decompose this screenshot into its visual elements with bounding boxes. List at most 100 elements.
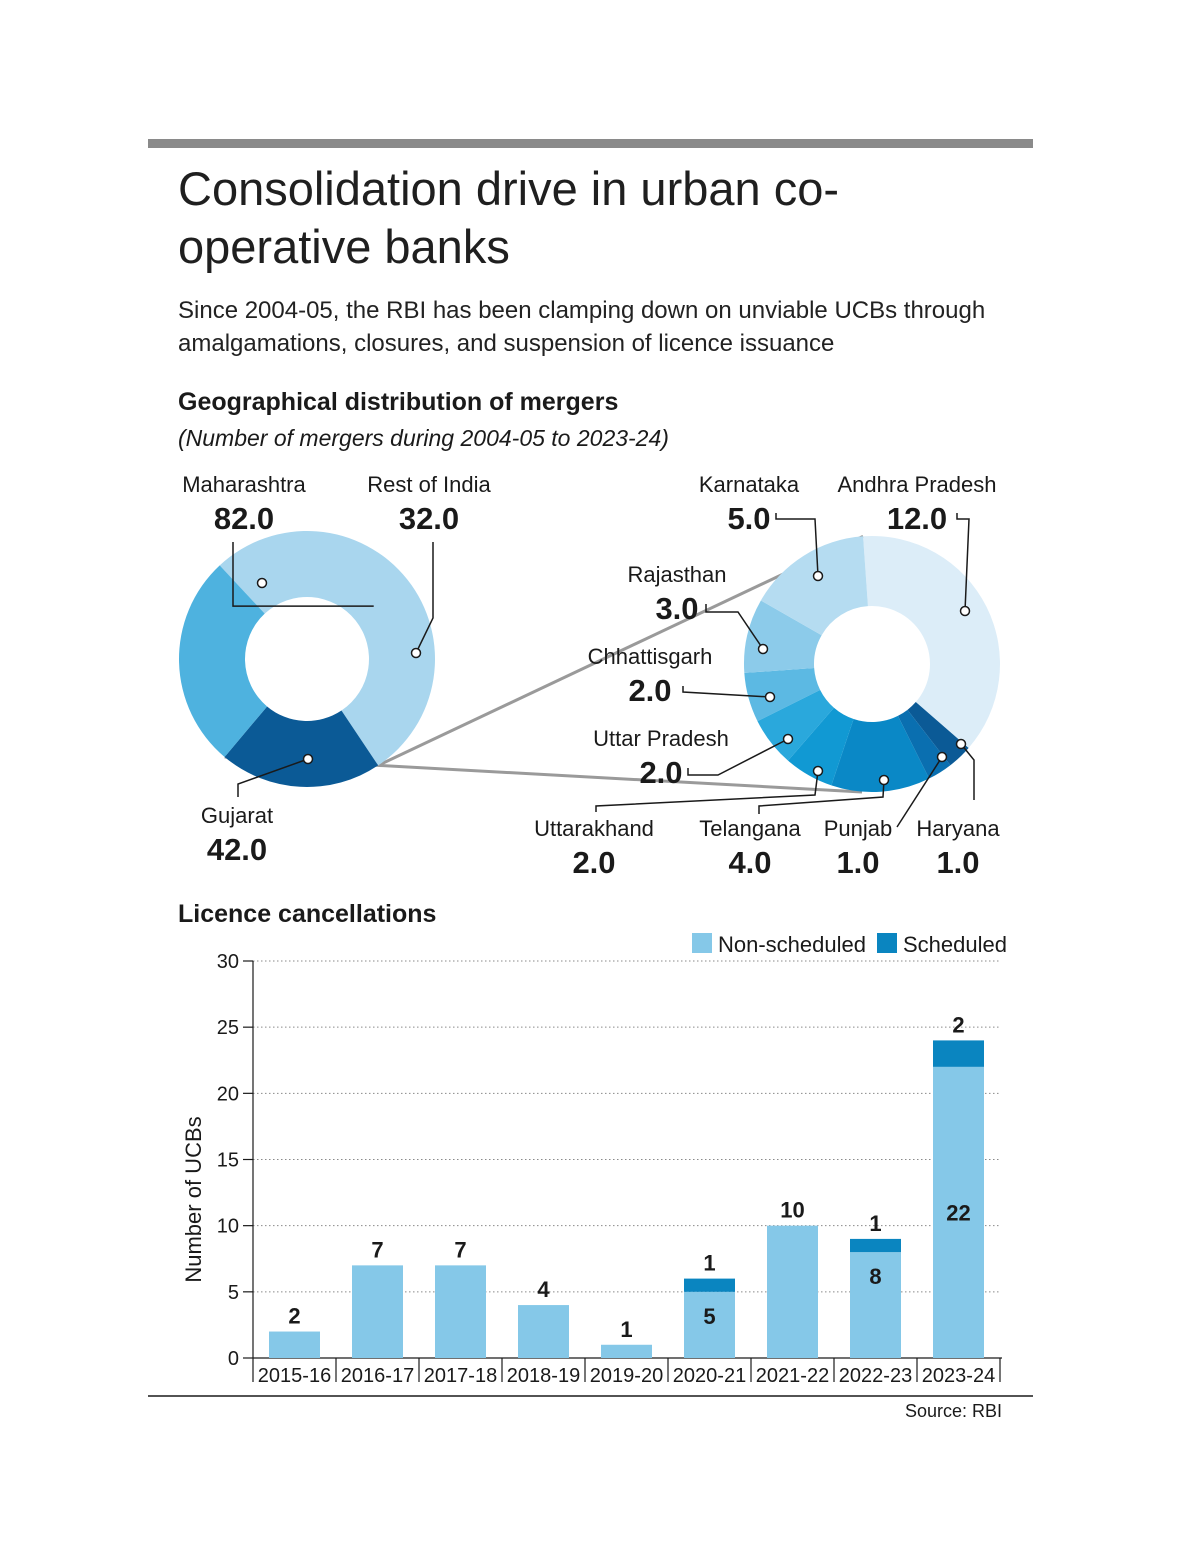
slice-name-karnataka: Karnataka [699,472,800,497]
slice-name-punjab: Punjab [824,816,893,841]
slice-name-uttarakhand: Uttarakhand [534,816,654,841]
slice-value-karnataka: 5.0 [727,501,770,536]
data-label-non-scheduled-2019-20: 1 [620,1317,632,1342]
bar-scheduled-2022-23 [850,1238,901,1253]
slice-name-andhra-pradesh: Andhra Pradesh [838,472,997,497]
pie-slice-rajasthan [744,600,822,673]
y-tick-label: 25 [217,1017,239,1039]
slice-value-telangana: 4.0 [728,845,771,880]
data-label-non-scheduled-2020-21: 5 [703,1304,715,1329]
legend-label-non-scheduled: Non-scheduled [718,932,866,957]
leader-line-uttar-pradesh [687,738,789,776]
x-tick-label: 2023-24 [922,1365,995,1387]
x-tick-label: 2021-22 [756,1365,829,1387]
bar-non-scheduled-2021-22 [767,1225,818,1358]
data-label-non-scheduled-2015-16: 2 [288,1304,300,1329]
licence-chart-title: Licence cancellations [178,900,437,928]
page-subtitle: Since 2004-05, the RBI has been clamping… [178,297,986,357]
data-label-non-scheduled-2022-23: 8 [869,1264,881,1289]
bar-non-scheduled-2019-20 [601,1344,652,1358]
leader-dot-rajasthan [757,643,769,655]
leader-line-gujarat [237,758,309,797]
pie-slice-uttar-pradesh [757,689,834,761]
source-note: Source: RBI [904,1401,1002,1421]
data-label-non-scheduled-2016-17: 7 [371,1237,383,1262]
pie-slice-punjab [897,709,951,779]
bar-non-scheduled-2022-23 [850,1252,901,1358]
pie-slice-telangana [831,715,930,792]
legend-swatch-scheduled [877,933,897,953]
slice-name-gujarat: Gujarat [201,803,273,828]
slice-value-haryana: 1.0 [936,845,979,880]
bar-scheduled-2020-21 [684,1278,735,1292]
bar-non-scheduled-2016-17 [352,1265,403,1358]
bar-non-scheduled-2017-18 [435,1265,486,1358]
data-label-scheduled-2020-21: 1 [703,1251,715,1276]
slice-name-haryana: Haryana [916,816,1000,841]
y-tick-label: 30 [217,951,239,973]
leader-dot-telangana [878,774,890,786]
leader-dot-uttarakhand [812,765,824,777]
x-tick-label: 2016-17 [341,1365,414,1387]
y-axis-title: Number of UCBs [181,1116,206,1282]
page-title: Consolidation drive in urban co-operativ… [178,162,839,273]
leader-dot-uttar-pradesh [782,733,794,745]
y-tick-label: 20 [217,1083,239,1105]
pie-slice-karnataka [760,536,868,636]
slice-value-rajasthan: 3.0 [655,591,698,626]
leader-line-uttarakhand [595,770,819,812]
y-tick-label: 15 [217,1150,239,1172]
top-rule [148,139,1033,148]
x-tick-label: 2020-21 [673,1365,746,1387]
pie-slice-gujarat [179,565,268,757]
leader-line-punjab [896,756,943,828]
leader-dot-andhra-pradesh [959,605,971,617]
bar-non-scheduled-2023-24 [933,1066,984,1358]
pie-slice-maharashtra [219,531,435,766]
slice-name-rajasthan: Rajasthan [627,562,726,587]
data-label-non-scheduled-2023-24: 22 [946,1200,970,1225]
leader-dot-maharashtra [256,577,268,589]
pie-slice-haryana [907,702,969,766]
data-label-scheduled-2023-24: 2 [952,1012,964,1037]
leader-line-maharashtra [232,542,374,607]
slice-value-maharashtra: 82.0 [214,501,274,536]
leader-dot-haryana [955,738,967,750]
slice-value-punjab: 1.0 [836,845,879,880]
slice-value-chhattisgarh: 2.0 [628,673,671,708]
data-label-non-scheduled-2018-19: 4 [537,1277,550,1302]
slice-value-uttar-pradesh: 2.0 [639,755,682,790]
leader-line-rajasthan [705,604,764,650]
pie-slice-chhattisgarh [744,668,821,722]
x-tick-label: 2017-18 [424,1365,497,1387]
leader-dot-punjab [936,751,948,763]
slice-value-andhra-pradesh: 12.0 [887,501,947,536]
slice-value-rest-of-india: 32.0 [399,501,459,536]
slice-value-gujarat: 42.0 [207,832,267,867]
leader-line-telangana [758,779,885,814]
y-tick-label: 0 [228,1348,239,1370]
bar-non-scheduled-2018-19 [518,1305,569,1358]
leader-line-chhattisgarh [682,686,771,698]
leader-line-haryana [960,743,975,800]
data-label-non-scheduled-2017-18: 7 [454,1237,466,1262]
legend-label-scheduled: Scheduled [903,932,1007,957]
slice-name-rest-of-india: Rest of India [367,472,491,497]
slice-name-maharashtra: Maharashtra [182,472,306,497]
mergers-chart-title: Geographical distribution of mergers [178,388,619,416]
data-label-non-scheduled-2021-22: 10 [780,1198,804,1223]
x-tick-label: 2018-19 [507,1365,580,1387]
slice-name-chhattisgarh: Chhattisgarh [588,644,713,669]
y-tick-label: 10 [217,1216,239,1238]
data-label-scheduled-2022-23: 1 [869,1211,881,1236]
slice-value-uttarakhand: 2.0 [572,845,615,880]
leader-dot-karnataka [812,570,824,582]
bar-non-scheduled-2020-21 [684,1291,735,1358]
x-tick-label: 2022-23 [839,1365,912,1387]
leader-line-karnataka [775,513,819,577]
leader-dot-chhattisgarh [764,691,776,703]
y-tick-label: 5 [228,1282,239,1304]
pie-slice-uttarakhand [788,707,854,786]
x-tick-label: 2015-16 [258,1365,331,1387]
